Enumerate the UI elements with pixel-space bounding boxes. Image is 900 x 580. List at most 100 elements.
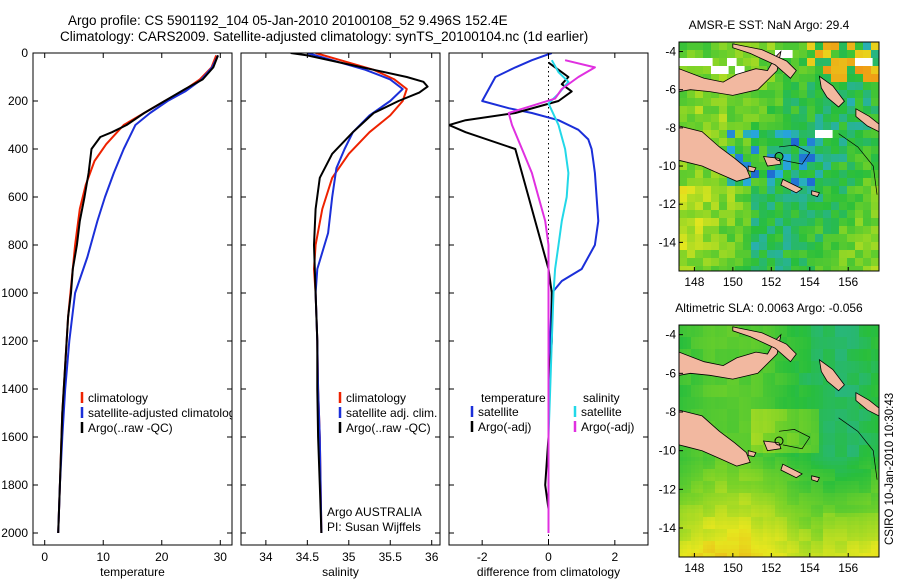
map-cell: [855, 389, 860, 394]
map-cell: [679, 401, 684, 406]
map-cell: [847, 333, 852, 338]
map-cell: [855, 545, 860, 550]
map-cell: [711, 325, 716, 330]
map-cell: [699, 345, 704, 350]
map-cell: [787, 425, 792, 430]
map-cell: [863, 186, 872, 195]
map-cell: [687, 106, 696, 115]
map-cell: [871, 505, 876, 510]
map-cell: [751, 337, 756, 342]
map-cell: [739, 509, 744, 514]
map-cell: [723, 345, 728, 350]
missing-data-cell: [855, 58, 865, 66]
map-cell: [863, 477, 868, 482]
map-cell: [823, 433, 828, 438]
map-cell: [783, 114, 792, 123]
map-cell: [799, 453, 804, 458]
map-cell: [787, 333, 792, 338]
map-cell: [791, 242, 800, 251]
map-cell: [867, 349, 872, 354]
map-cell: [827, 537, 832, 542]
map-cell: [751, 477, 756, 482]
map-cell: [759, 505, 764, 510]
map-cell: [851, 421, 856, 426]
map-cell: [711, 226, 720, 235]
map-cell: [811, 513, 816, 518]
map-cell: [767, 513, 772, 518]
map-cell: [775, 489, 780, 494]
map-cell: [743, 465, 748, 470]
map-cell: [863, 449, 868, 454]
map-cell: [735, 218, 744, 227]
map-cell: [751, 457, 756, 462]
map-cell: [775, 226, 784, 235]
map-cell: [731, 385, 736, 390]
map-cell: [799, 465, 804, 470]
map-cell: [823, 385, 828, 390]
map-cell: [747, 437, 752, 442]
map-cell: [727, 146, 736, 155]
map-cell: [851, 381, 856, 386]
map-cell: [843, 497, 848, 502]
map-cell: [771, 513, 776, 518]
map-cell: [863, 501, 868, 506]
map-cell: [755, 425, 760, 430]
map-cell: [711, 545, 716, 550]
map-cell: [843, 361, 848, 366]
map-cell: [827, 509, 832, 514]
map-cell: [807, 50, 816, 59]
map-cell: [859, 345, 864, 350]
map-cell: [859, 473, 864, 478]
map-cell: [783, 218, 792, 227]
map-cell: [795, 397, 800, 402]
missing-data-cell: [695, 58, 705, 66]
map-cell: [755, 545, 760, 550]
map-cell: [859, 489, 864, 494]
map-cell: [815, 178, 824, 187]
map-cell: [679, 377, 684, 382]
map-cell: [851, 417, 856, 422]
map-cell: [691, 401, 696, 406]
map-cell: [715, 497, 720, 502]
map-cell: [843, 385, 848, 390]
map-cell: [859, 485, 864, 490]
map-cell: [831, 365, 836, 370]
map-cell: [871, 509, 876, 514]
map-cell: [799, 529, 804, 534]
map-cell: [855, 469, 860, 474]
map-cell: [791, 513, 796, 518]
map-cell: [839, 389, 844, 394]
map-cell: [835, 545, 840, 550]
map-cell: [759, 417, 764, 422]
map-cell: [803, 509, 808, 514]
map-cell: [719, 210, 728, 219]
map-cell: [863, 445, 868, 450]
map-cell: [771, 489, 776, 494]
map-cell: [679, 445, 684, 450]
map-cell: [683, 401, 688, 406]
map-cell: [751, 445, 756, 450]
map-cell: [819, 409, 824, 414]
map-cell: [779, 373, 784, 378]
map-cell: [831, 441, 836, 446]
map-cell: [739, 473, 744, 478]
map-cell: [847, 345, 852, 350]
map-cell: [843, 437, 848, 442]
map-cell: [711, 202, 720, 211]
map-cell: [703, 497, 708, 502]
map-cell: [775, 82, 784, 91]
map-cell: [799, 505, 804, 510]
map-cell: [739, 425, 744, 430]
map-cell: [691, 345, 696, 350]
map-cell: [843, 373, 848, 378]
map-cell: [743, 493, 748, 498]
map-cell: [783, 130, 792, 139]
map-cell: [691, 521, 696, 526]
map-cell: [823, 441, 828, 446]
map-cell: [703, 170, 712, 179]
map-cell: [775, 365, 780, 370]
map-cell: [743, 122, 752, 131]
map-cell: [791, 457, 796, 462]
map-cell: [803, 381, 808, 386]
